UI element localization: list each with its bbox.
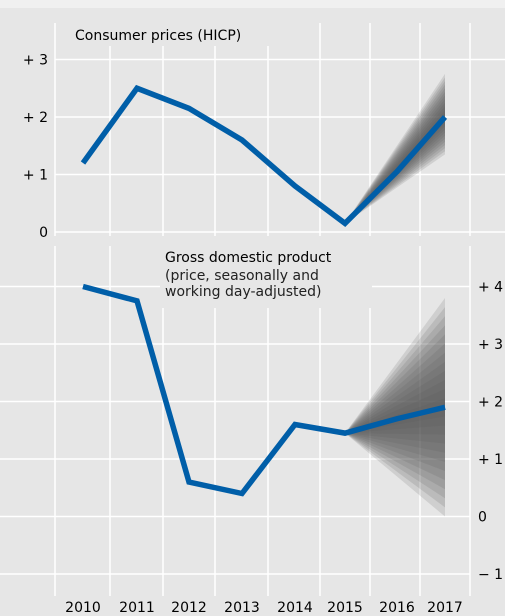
fan-band [345, 84, 445, 224]
top-strip [0, 0, 505, 8]
fan-band [345, 81, 445, 224]
y-tick-label: 0 [39, 225, 48, 241]
y-tick-label: 0 [478, 510, 487, 526]
fan-band [345, 73, 445, 224]
y-tick-label: + 1 [23, 168, 48, 184]
fan-band [345, 99, 445, 224]
chart-title: Consumer prices (HICP) [75, 28, 241, 44]
fan-band [345, 379, 445, 435]
y-tick-label: + 2 [478, 395, 503, 411]
y-tick-label: + 3 [478, 337, 503, 353]
x-tick-label: 2015 [327, 600, 363, 616]
fan-band [345, 77, 445, 224]
chart-title: Gross domestic product [165, 250, 332, 266]
y-tick-label: + 4 [478, 280, 503, 296]
x-axis: 2010 2011 2012 2013 2014 2015 2016 2017 [65, 600, 463, 616]
fan-band [345, 334, 445, 481]
chart-subtitle: (price, seasonally and [165, 268, 319, 284]
fan-band [345, 352, 445, 462]
x-tick-label: 2013 [224, 600, 260, 616]
fan-band [345, 325, 445, 490]
x-tick-label: 2012 [171, 600, 207, 616]
y-tick-label: − 1 [478, 567, 503, 583]
fan-band [345, 389, 445, 434]
y-tick-label: + 2 [23, 110, 48, 126]
fan-band [345, 106, 445, 224]
fan-band [345, 88, 445, 224]
x-tick-label: 2014 [277, 600, 313, 616]
fan-band [345, 298, 445, 517]
y-tick-label: + 1 [478, 452, 503, 468]
fan-band [345, 361, 445, 453]
title-backdrop [70, 22, 280, 46]
fan-band [345, 343, 445, 471]
series-line [82, 283, 446, 497]
panel-top-bg [0, 15, 505, 238]
chart-panel-1: 0 + 1 + 2 + 3 Consumer prices (HICP) [23, 22, 505, 241]
y-tick-label: + 3 [23, 53, 48, 69]
x-tick-label: 2016 [379, 600, 415, 616]
x-tick-label: 2010 [65, 600, 101, 616]
fan-band [345, 95, 445, 224]
fan-band [345, 307, 445, 508]
title-backdrop [160, 244, 372, 308]
chart-panel-2: − 1 0 + 1 + 2 + 3 + 4 Gross domestic product (p… [0, 244, 503, 596]
fan-band [345, 91, 445, 224]
chart-subtitle: working day-adjusted) [165, 284, 322, 300]
x-tick-label: 2011 [119, 600, 155, 616]
fan-band [345, 102, 445, 224]
x-tick-label: 2017 [427, 600, 463, 616]
fan-band [345, 316, 445, 499]
series-line [80, 84, 448, 227]
